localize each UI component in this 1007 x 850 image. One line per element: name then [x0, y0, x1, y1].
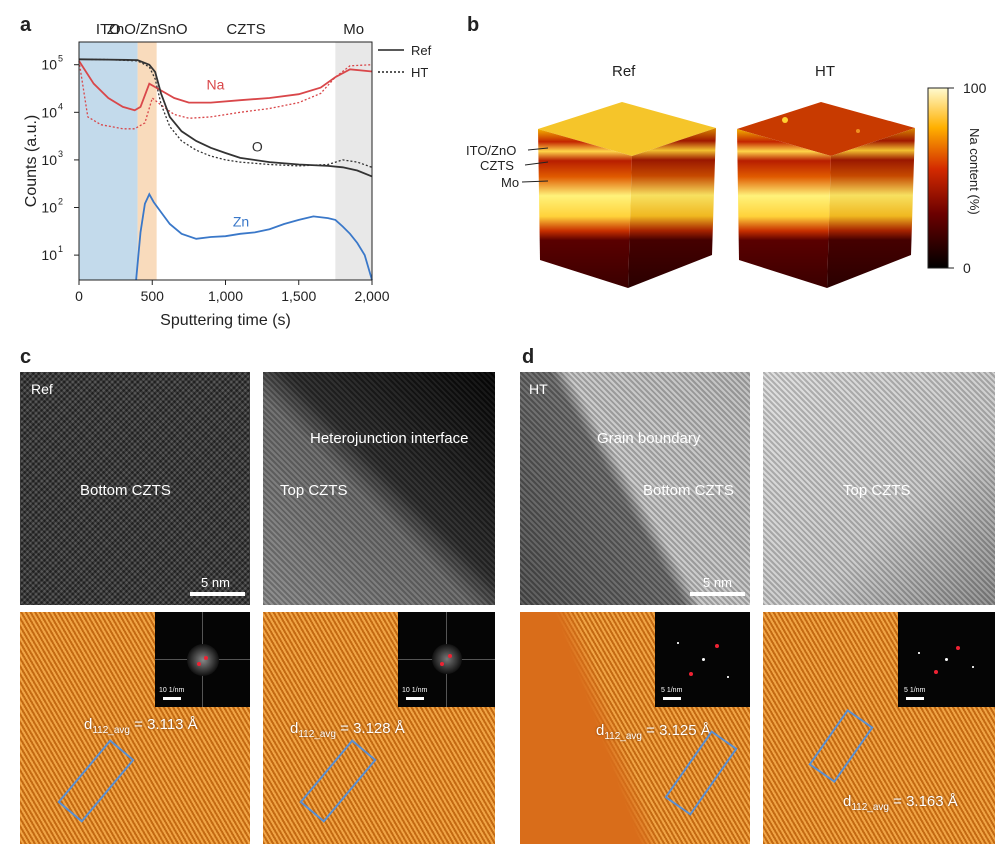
d-value-c1: d112_avg = 3.113 Å [84, 716, 198, 736]
fft-c2-scale: 10 1/nm [402, 687, 428, 694]
region-3 [335, 42, 372, 280]
region-label-0: ITO [96, 21, 121, 38]
tem-ref-bottom [20, 372, 250, 605]
x-tick-label-1: 500 [141, 288, 165, 304]
series-o-ref [78, 58, 373, 178]
layer-label-ito: ITO/ZnO [466, 143, 517, 158]
tem-d-gb-label: Grain boundary [597, 430, 701, 447]
panel-label-a: a [20, 14, 32, 36]
panel-label-b: b [467, 14, 480, 36]
tem-c-corner: Ref [31, 381, 53, 397]
fft-c1: 10 1/nm [155, 612, 250, 707]
region-label-1: ZnO/ZnSnO [107, 21, 188, 38]
region-label-2: CZTS [226, 21, 265, 38]
region-0 [79, 42, 138, 280]
tem-ref-top [263, 372, 495, 605]
cube-ht-label: HT [815, 63, 835, 80]
series-na-ht [78, 60, 373, 130]
y-tick-exp-3: 4 [58, 101, 63, 111]
fft-d2: 5 1/nm [898, 612, 995, 707]
y-axis-label: Counts (a.u.) [23, 115, 40, 207]
y-tick-exp-0: 1 [58, 244, 63, 254]
panel-label-d: d [522, 346, 535, 368]
y-tick-label-4: 10 [41, 57, 57, 73]
x-tick-label-0: 0 [75, 288, 83, 304]
d-value-d1: d112_avg = 3.125 Å [596, 722, 711, 742]
colorbar [927, 87, 949, 269]
y-tick-exp-1: 2 [58, 197, 63, 207]
legend-label-ht: HT [411, 65, 428, 80]
series-o-ht [78, 58, 373, 168]
x-tick-label-2: 1,000 [208, 288, 243, 304]
y-tick-label-1: 10 [41, 200, 57, 216]
layer-label-czts: CZTS [480, 158, 514, 173]
fft-d2-scale: 5 1/nm [904, 687, 926, 694]
tem-ht-bottom [520, 372, 750, 605]
fft-c2: 10 1/nm [398, 612, 495, 707]
ref-cube [538, 102, 716, 288]
fft-d1-scale: 5 1/nm [661, 687, 683, 694]
tem-c-bottom-label: Bottom CZTS [80, 482, 171, 499]
tem-c-interface-label: Heterojunction interface [310, 430, 469, 447]
legend-label-ref: Ref [411, 43, 432, 58]
y-tick-exp-2: 3 [58, 149, 63, 159]
tem-c-scalebar [190, 592, 245, 596]
series-label-o: O [252, 139, 263, 155]
y-tick-label-2: 10 [41, 152, 57, 168]
colorbar-title: Na content (%) [967, 128, 982, 215]
series-na-ref [78, 60, 373, 112]
layer-label-mo: Mo [501, 175, 520, 190]
region-1 [137, 42, 157, 280]
panel-label-c: c [20, 346, 32, 368]
x-axis-label: Sputtering time (s) [160, 312, 291, 329]
d-value-d2: d112_avg = 3.163 Å [843, 793, 958, 813]
tem-c-top-label: Top CZTS [280, 482, 348, 499]
colorbar-max: 100 [963, 80, 987, 96]
tem-d-top-label: Top CZTS [843, 482, 911, 499]
tem-c-scale-text: 5 nm [201, 575, 230, 590]
cube-ref-label: Ref [612, 63, 636, 80]
series-zn-ref [135, 192, 373, 281]
ht-cube [737, 102, 915, 288]
series-label-zn: Zn [233, 213, 249, 229]
x-tick-label-3: 1,500 [281, 288, 316, 304]
y-tick-label-3: 10 [41, 104, 57, 120]
colorbar-min: 0 [963, 260, 971, 276]
tem-d-scale-text: 5 nm [703, 575, 732, 590]
fft-d1: 5 1/nm [655, 612, 750, 707]
y-tick-label-0: 10 [41, 247, 57, 263]
fft-c1-scale: 10 1/nm [159, 687, 185, 694]
na-3d-maps [521, 87, 954, 288]
tem-d-bottom-label: Bottom CZTS [643, 482, 734, 499]
tem-d-scalebar [690, 592, 745, 596]
series-label-na: Na [206, 77, 224, 93]
d-value-c2: d112_avg = 3.128 Å [290, 720, 405, 740]
y-tick-exp-4: 5 [58, 54, 63, 64]
tem-ht-top [763, 372, 995, 605]
region-label-3: Mo [343, 21, 364, 38]
x-tick-label-4: 2,000 [354, 288, 389, 304]
tem-d-corner: HT [529, 381, 548, 397]
